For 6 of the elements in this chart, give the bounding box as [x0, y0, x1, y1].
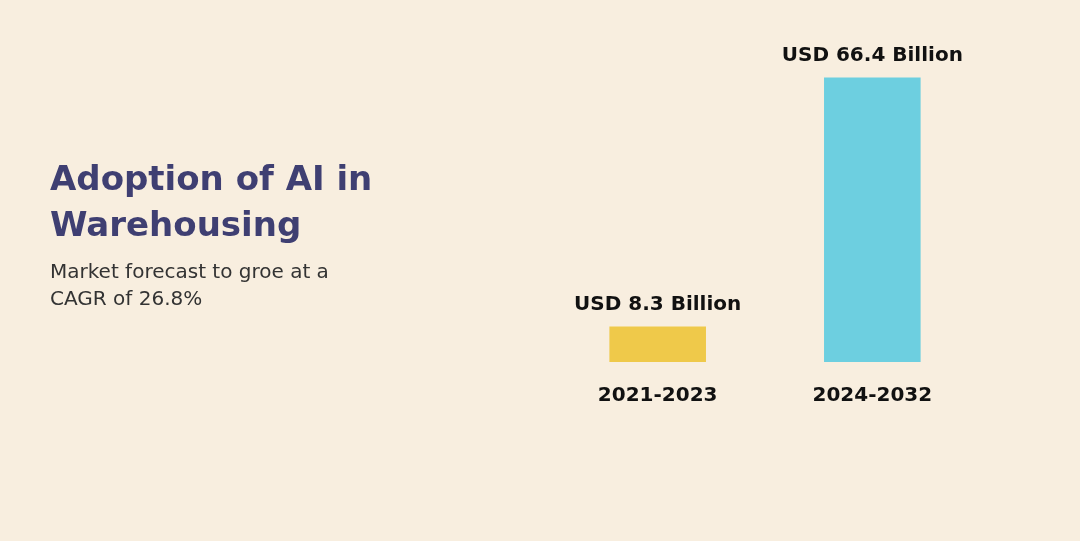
x-tick-label: 2021-2023 [597, 381, 718, 406]
text: Market forecast to groe at a CAGR of 26.8% [50, 258, 330, 312]
data-label: USD 66.4 Billion [781, 42, 963, 67]
data-label: USD 8.3 Billion [574, 291, 742, 316]
x-tick-label: 2024-2032 [812, 381, 933, 406]
text: Adoption of AI in Warehousing [50, 157, 374, 246]
